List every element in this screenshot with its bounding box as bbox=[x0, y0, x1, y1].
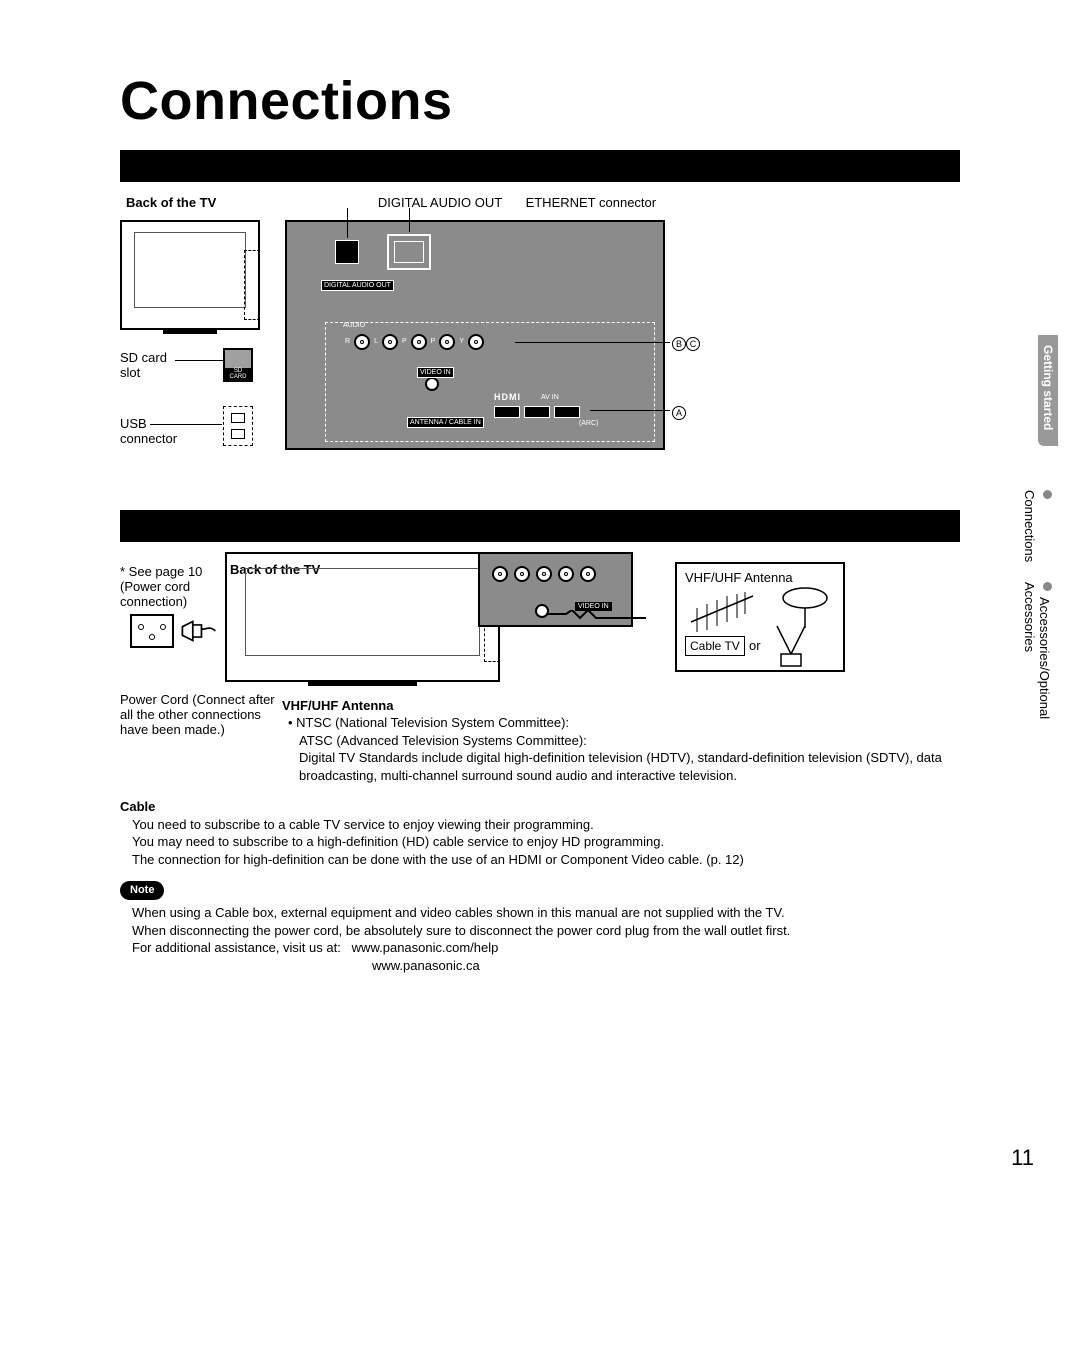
ethernet-port bbox=[387, 234, 431, 270]
sd-card-slot-label: SD card slot bbox=[120, 350, 182, 380]
ethernet-label: ETHERNET connector bbox=[526, 195, 657, 210]
section-bar-1 bbox=[120, 150, 960, 182]
tv-back-diagram bbox=[225, 552, 500, 682]
cable-line-1: You need to subscribe to a cable TV serv… bbox=[132, 816, 960, 834]
help-url-1: www.panasonic.com/help bbox=[352, 940, 499, 955]
digital-audio-out-port bbox=[335, 240, 359, 264]
see-page-note: * See page 10 (Power cord connection) bbox=[120, 564, 220, 609]
digital-audio-out-label: DIGITAL AUDIO OUT bbox=[378, 195, 502, 210]
back-of-tv-label-1: Back of the TV bbox=[126, 195, 216, 210]
breadcrumb-connections: Connections bbox=[1022, 490, 1052, 570]
help-url-2: www.panasonic.ca bbox=[372, 957, 960, 975]
audio-r-label: R bbox=[345, 338, 350, 345]
breadcrumb-accessories: Accessories/Optional Accessories bbox=[1022, 582, 1052, 775]
wall-outlet-icon bbox=[130, 614, 174, 648]
note-line-1: When using a Cable box, external equipme… bbox=[132, 904, 960, 922]
note-line-3: For additional assistance, visit us at: bbox=[132, 940, 341, 955]
section-bar-2 bbox=[120, 510, 960, 542]
usb-connector-label: USB connector bbox=[120, 416, 190, 446]
video-in-badge: VIDEO IN bbox=[417, 367, 454, 378]
y-jack bbox=[468, 334, 484, 350]
usb-slot-icon bbox=[223, 406, 253, 446]
yagi-antenna-icon bbox=[685, 586, 759, 632]
page-number: 11 bbox=[1011, 1145, 1034, 1171]
rabbit-ears-icon bbox=[771, 624, 811, 668]
or-label: or bbox=[749, 638, 761, 653]
hdmi-label: HDMI bbox=[494, 392, 521, 402]
marker-c: C bbox=[686, 337, 700, 351]
marker-a: A bbox=[672, 406, 686, 420]
cable-line-3: The connection for high-definition can b… bbox=[132, 851, 960, 869]
antenna-cable-diagram: * See page 10 (Power cord connection) Ba… bbox=[120, 552, 960, 727]
rear-connection-panel: DIGITAL AUDIO OUT R AUDIO L P P Y bbox=[285, 220, 665, 450]
antenna-source-box: VHF/UHF Antenna Cable TV or bbox=[675, 562, 845, 672]
cable-tv-box-label: Cable TV bbox=[685, 636, 745, 656]
power-cord-note: Power Cord (Connect after all the other … bbox=[120, 692, 280, 737]
power-plug-icon bbox=[180, 618, 216, 644]
side-tab-group: Getting started Connections Accessories/… bbox=[1022, 335, 1058, 775]
digital-audio-out-badge: DIGITAL AUDIO OUT bbox=[321, 280, 394, 291]
getting-started-tab: Getting started bbox=[1038, 335, 1058, 446]
pb-label: P bbox=[402, 338, 407, 345]
antenna-standards-line: Digital TV Standards include digital hig… bbox=[299, 749, 960, 784]
audio-l-jack bbox=[382, 334, 398, 350]
cable-heading: Cable bbox=[120, 798, 960, 816]
marker-b: B bbox=[672, 337, 686, 351]
antenna-atsc-line: ATSC (Advanced Television Systems Commit… bbox=[299, 732, 960, 750]
audio-label: AUDIO bbox=[343, 322, 365, 329]
arc-label: (ARC) bbox=[579, 420, 598, 427]
video-in-coax bbox=[425, 377, 439, 391]
note-pill: Note bbox=[120, 881, 164, 900]
audio-r-jack bbox=[354, 334, 370, 350]
rear-panel-closeup: VIDEO IN bbox=[478, 552, 633, 627]
sd-card-slot-icon: SD CARD bbox=[223, 348, 253, 382]
cable-line-2: You may need to subscribe to a high-defi… bbox=[132, 833, 960, 851]
connection-panel-diagram: SD card slot SD CARD USB connector DIGIT… bbox=[120, 220, 960, 480]
pb-jack bbox=[411, 334, 427, 350]
note-line-2: When disconnecting the power cord, be ab… bbox=[132, 922, 960, 940]
pr-jack bbox=[439, 334, 455, 350]
audio-l-label: L bbox=[374, 338, 378, 345]
antenna-cable-badge: ANTENNA / CABLE IN bbox=[407, 417, 484, 428]
av-in-label: AV IN bbox=[541, 394, 559, 401]
page-title: Connections bbox=[120, 70, 960, 132]
y-label: Y bbox=[459, 338, 464, 345]
tv-back-thumbnail bbox=[120, 220, 260, 330]
pr-label: P bbox=[431, 338, 436, 345]
hdmi-ports bbox=[494, 406, 580, 418]
